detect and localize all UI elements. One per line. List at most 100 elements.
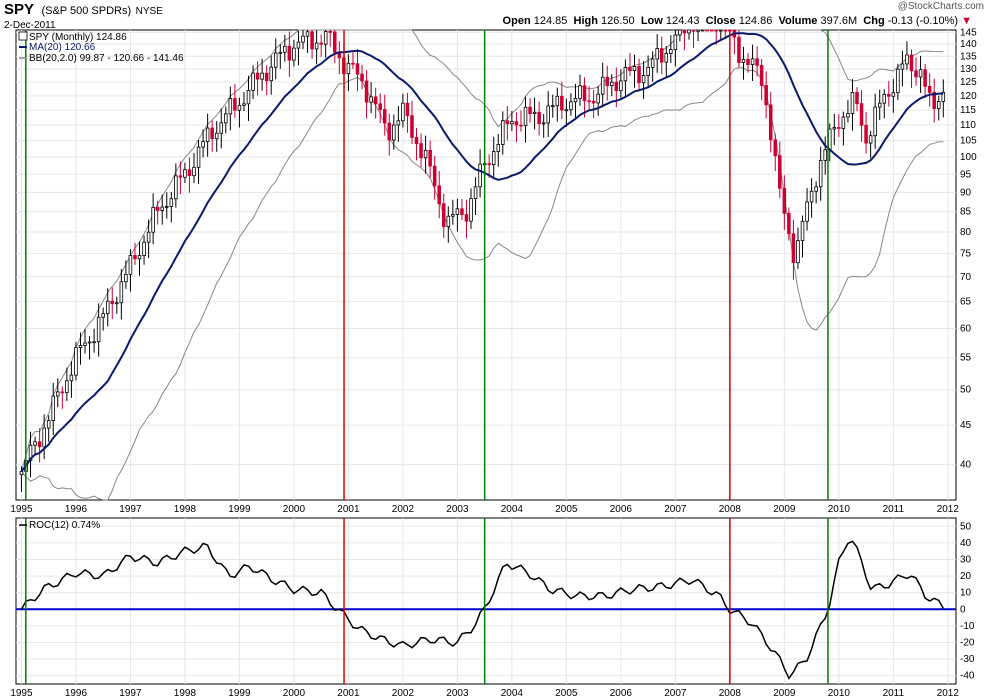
candle-body	[305, 31, 310, 37]
candle-body	[827, 128, 832, 151]
candle-body	[151, 206, 155, 233]
price-y-tick-label: 105	[960, 136, 977, 147]
candle-body	[455, 208, 460, 215]
candle-body	[33, 441, 37, 446]
candle-body	[469, 198, 473, 222]
candle-body	[464, 214, 469, 222]
legend-candle-icon	[18, 31, 28, 41]
candle-body	[750, 58, 755, 66]
candle-body	[637, 66, 641, 84]
roc-y-tick-label: -30	[960, 654, 975, 665]
roc-y-tick-label: 0	[960, 604, 966, 615]
candles	[19, 29, 946, 492]
candle-body	[210, 127, 214, 140]
candle-body	[178, 175, 183, 178]
candle-body	[491, 151, 496, 166]
candle-body	[778, 155, 782, 189]
price-x-tick-label: 2006	[610, 504, 633, 515]
down-arrow-icon: ▼	[961, 15, 972, 27]
price-y-tick-label: 80	[960, 227, 972, 238]
roc-y-tick-label: -10	[960, 621, 975, 632]
candle-body	[537, 111, 541, 125]
candle-body	[578, 85, 582, 99]
roc-y-tick-label: 40	[960, 538, 972, 549]
price-gridlines	[16, 30, 956, 500]
low-label: Low	[640, 15, 663, 27]
candle-body	[737, 36, 741, 63]
candle-body	[205, 127, 210, 143]
candle-body	[927, 85, 932, 93]
volume-label: Volume	[778, 15, 818, 27]
candle-body	[859, 103, 864, 126]
signal-lines	[25, 30, 829, 684]
candle-body	[473, 186, 478, 199]
candle-body	[460, 208, 464, 215]
candle-body	[237, 104, 242, 111]
price-x-tick-label: 2004	[501, 504, 524, 515]
candle-body	[314, 42, 319, 50]
price-y-tick-label: 130	[960, 64, 977, 75]
roc-gridlines	[16, 518, 956, 684]
candle-body	[405, 102, 410, 117]
chg-value: -0.13 (-0.10%)	[887, 15, 959, 27]
ohlc-readout: Open 124.85 High 126.50 Low 124.43 Close…	[503, 15, 972, 27]
candle-body	[805, 201, 809, 222]
candle-body	[800, 220, 805, 242]
price-x-tick-label: 2005	[555, 504, 578, 515]
candle-body	[323, 31, 328, 45]
candle-body	[310, 31, 314, 50]
candle-body	[646, 66, 650, 76]
roc-x-tick-label: 2009	[773, 688, 796, 699]
legend-bb: BB(20,2.0) 99.87 - 120.66 - 141.46	[29, 53, 184, 64]
candle-body	[401, 102, 405, 122]
price-x-tick-label: 2000	[283, 504, 306, 515]
candle-body	[768, 104, 773, 141]
candle-body	[719, 29, 723, 32]
candle-body	[301, 35, 305, 43]
candle-body	[696, 29, 700, 32]
roc-y-tick-label: 50	[960, 521, 972, 532]
high-value: 126.50	[601, 15, 635, 27]
candle-body	[373, 96, 378, 105]
candle-body	[614, 81, 619, 92]
candle-body	[487, 163, 491, 166]
candle-body	[505, 120, 510, 125]
roc-x-tick-label: 2010	[828, 688, 851, 699]
candle-body	[764, 85, 768, 106]
candle-body	[896, 68, 900, 94]
price-y-tick-label: 45	[960, 420, 972, 431]
candle-body	[155, 206, 160, 211]
candle-body	[46, 420, 51, 429]
candle-body	[523, 106, 528, 126]
candle-body	[610, 81, 614, 86]
ticker-name: (S&P 500 SPDRs)	[41, 5, 132, 17]
candle-body	[355, 63, 360, 75]
candle-body	[37, 441, 42, 448]
moving-average	[20, 32, 944, 473]
candle-body	[187, 169, 192, 177]
candle-body	[673, 34, 678, 50]
candle-body	[700, 29, 705, 32]
price-x-tick-label: 2001	[337, 504, 360, 515]
roc-x-tick-label: 1996	[65, 688, 88, 699]
candle-body	[659, 48, 664, 63]
candle-body	[532, 111, 537, 114]
candle-body	[787, 212, 791, 235]
candle-body	[687, 29, 691, 34]
roc-x-tick-label: 1997	[119, 688, 142, 699]
price-x-tick-label: 2002	[392, 504, 415, 515]
price-y-tick-label: 120	[960, 91, 977, 102]
candle-body	[669, 49, 673, 54]
candle-body	[224, 113, 228, 124]
candle-body	[900, 63, 905, 70]
candle-body	[364, 80, 369, 103]
watermark: @StockCharts.com	[897, 1, 984, 12]
roc-series-line	[20, 540, 944, 680]
price-y-tick-label: 65	[960, 297, 972, 308]
candle-body	[251, 72, 255, 91]
candle-body	[709, 29, 714, 32]
candle-body	[600, 76, 605, 95]
candle-body	[246, 90, 251, 105]
candle-body	[233, 98, 237, 111]
price-y-tick-label: 145	[960, 27, 977, 38]
